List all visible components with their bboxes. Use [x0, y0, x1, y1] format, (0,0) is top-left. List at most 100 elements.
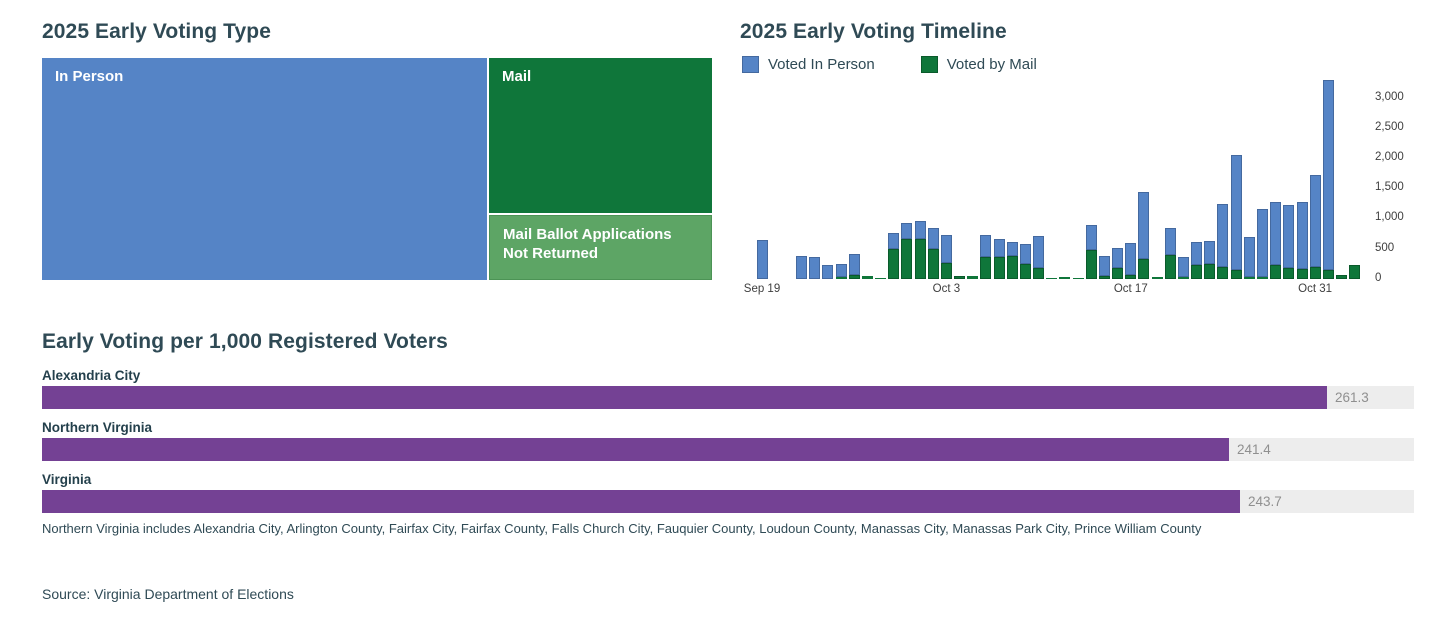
timeline-plot-area [750, 80, 1374, 279]
bar-row-label: Virginia [42, 472, 92, 487]
treemap-title: 2025 Early Voting Type [42, 20, 272, 43]
timeline-legend: Voted In Person Voted by Mail [742, 56, 1083, 73]
x-tick-label: Sep 19 [743, 283, 781, 295]
timeline-bar-in-person-segment [1006, 241, 1018, 257]
timeline-bar-mail-segment [993, 256, 1005, 279]
legend-item-by-mail: Voted by Mail [920, 56, 1037, 73]
bar-track: 261.3 [42, 386, 1414, 409]
timeline-bar-in-person-segment [1217, 204, 1229, 267]
timeline-bar-in-person-segment [993, 238, 1005, 257]
timeline-bar-mail-segment [1204, 264, 1216, 279]
timeline-bar-mail-segment [1230, 270, 1242, 279]
timeline-bar-in-person-segment [756, 239, 768, 279]
timeline-bar-mail-segment [888, 248, 900, 279]
timeline-bar-in-person-segment [822, 264, 834, 279]
by-mail-swatch-icon [920, 56, 938, 73]
timeline-bar-in-person-segment [848, 254, 860, 275]
bar-value: 243.7 [1248, 494, 1282, 509]
timeline-bar-in-person-segment [1257, 209, 1268, 278]
y-tick-label: 2,000 [1375, 151, 1404, 163]
bar-fill [42, 386, 1327, 409]
timeline-bar-mail-segment [1243, 276, 1255, 279]
y-tick-label: 1,000 [1375, 211, 1404, 224]
bar-row-label: Northern Virginia [42, 420, 153, 435]
timeline-bar-in-person-segment [1204, 241, 1216, 265]
timeline-bar-in-person-segment [1138, 191, 1150, 260]
timeline-bar-in-person-segment [1125, 243, 1137, 276]
timeline-bar-mail-segment [1112, 268, 1124, 279]
timeline-bar-in-person-segment [1322, 80, 1334, 270]
y-tick-label: 1,500 [1375, 181, 1404, 194]
timeline-bar-mail-segment [1072, 277, 1084, 279]
timeline-bar-mail-segment [1283, 267, 1295, 279]
treemap-label-mail: Mail [502, 68, 532, 85]
x-tick-label: Oct 31 [1298, 283, 1333, 295]
bar-row: Northern Virginia 241.4 [42, 420, 1414, 461]
timeline-bar-mail-segment [914, 239, 926, 279]
timeline-bar-mail-segment [1151, 277, 1163, 279]
x-tick-label: Oct 3 [932, 283, 961, 295]
y-tick-label: 500 [1375, 241, 1395, 254]
footnote: Northern Virginia includes Alexandria Ci… [42, 521, 1202, 536]
y-tick-label: 0 [1375, 271, 1382, 284]
bar-value: 241.4 [1237, 442, 1271, 457]
timeline-bar-mail-segment [1125, 275, 1137, 279]
timeline-bar-in-person-segment [1283, 205, 1295, 268]
legend-item-in-person: Voted In Person [742, 56, 875, 73]
timeline-bar-mail-segment [1138, 259, 1150, 279]
timeline-bar-mail-segment [1257, 277, 1268, 279]
timeline-bar-mail-segment [940, 262, 952, 279]
timeline-bar-in-person-segment [1019, 244, 1031, 264]
timeline-bar-in-person-segment [1191, 242, 1203, 266]
bar-track: 241.4 [42, 438, 1414, 461]
timeline-bar-mail-segment [1006, 256, 1018, 279]
timeline-bar-mail-segment [1296, 268, 1308, 279]
timeline-bar-in-person-segment [809, 256, 821, 279]
timeline-bar-mail-segment [1164, 254, 1176, 279]
timeline-bar-in-person-segment [1296, 201, 1308, 269]
timeline-y-axis: 3,000 2,500 2,000 1,500 1,000 500 0 [1373, 80, 1428, 284]
treemap-rect-mail-not-returned: Mail Ballot Applications Not Returned [489, 215, 712, 280]
timeline-bar-mail-segment [927, 248, 939, 279]
timeline-bar-mail-segment [967, 276, 979, 279]
timeline-bar-mail-segment [1046, 277, 1058, 279]
timeline-bar-in-person-segment [1112, 247, 1124, 269]
timeline-bar-in-person-segment [1243, 237, 1255, 277]
timeline-bar-in-person-segment [1033, 236, 1045, 268]
timeline-bar-mail-segment [848, 274, 860, 279]
timeline-bar-in-person-segment [980, 235, 992, 257]
timeline-bar-mail-segment [875, 277, 886, 279]
timeline-bar-mail-segment [1085, 250, 1097, 279]
x-tick-label: Oct 17 [1113, 283, 1148, 295]
timeline-bar-in-person-segment [901, 222, 913, 239]
timeline-bar-mail-segment [1033, 267, 1045, 279]
treemap-rect-in-person: In Person [42, 58, 487, 280]
timeline-bar-mail-segment [1177, 276, 1189, 279]
timeline-bar-mail-segment [1019, 263, 1031, 279]
timeline-bar-mail-segment [1349, 264, 1361, 279]
timeline-bar-in-person-segment [940, 235, 952, 263]
source-line: Source: Virginia Department of Elections [42, 586, 294, 602]
in-person-swatch-icon [742, 56, 759, 73]
voting-type-treemap: In Person Mail Mail Ballot Applications … [42, 58, 712, 280]
bar-fill [42, 490, 1240, 513]
legend-label-by-mail: Voted by Mail [946, 56, 1037, 73]
treemap-rect-mail: Mail [489, 58, 712, 213]
y-tick-label: 3,000 [1375, 90, 1404, 103]
timeline-bar-mail-segment [980, 256, 992, 279]
timeline-bar-mail-segment [1322, 270, 1334, 279]
timeline-bar-in-person-segment [1098, 255, 1110, 276]
treemap-label-in-person: In Person [55, 68, 124, 85]
per-1000-title: Early Voting per 1,000 Registered Voters [42, 330, 448, 353]
timeline-bar-in-person-segment [1230, 154, 1242, 270]
timeline-bar-in-person-segment [914, 220, 926, 240]
timeline-bar-in-person-segment [1085, 224, 1097, 251]
timeline-bar-mail-segment [1098, 276, 1110, 279]
timeline-x-axis: Sep 19 Oct 3 Oct 17 Oct 31 [744, 283, 1374, 299]
timeline-bar-mail-segment [1336, 275, 1347, 279]
timeline-bar-in-person-segment [1309, 174, 1321, 267]
bar-row-label: Alexandria City [42, 368, 141, 383]
bar-row: Virginia 243.7 [42, 472, 1414, 513]
timeline-bar-mail-segment [1309, 266, 1321, 279]
per-1000-bar-chart: Alexandria City 261.3 Northern Virginia 241… [42, 368, 1414, 524]
